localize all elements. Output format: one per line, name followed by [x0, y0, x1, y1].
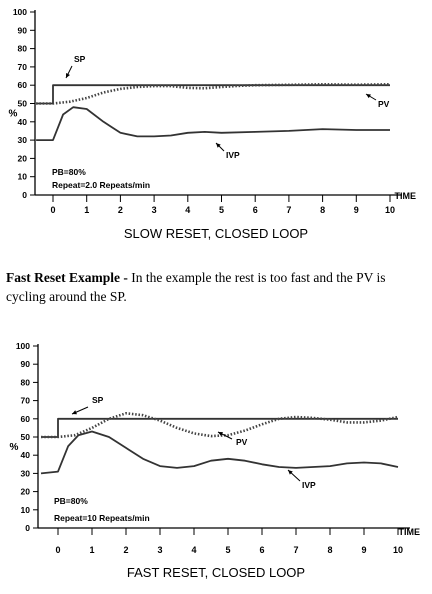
- series-line-ivp: [40, 430, 399, 475]
- repeat-note: Repeat=10 Repeats/min: [54, 513, 150, 523]
- x-tick-label: 9: [361, 545, 366, 555]
- y-tick-label: 50: [21, 432, 31, 442]
- y-tick-label: 70: [21, 396, 31, 406]
- y-tick-label: 40: [21, 450, 31, 460]
- y-tick-label: 10: [18, 172, 28, 182]
- y-tick-label: 20: [18, 153, 28, 163]
- x-tick-label: 3: [157, 545, 162, 555]
- y-tick-label: 30: [18, 135, 28, 145]
- series-line-ivp: [36, 106, 390, 141]
- sp-label-arrowhead: [72, 410, 77, 415]
- sp-label: SP: [92, 395, 104, 405]
- y-tick-label: 80: [21, 377, 31, 387]
- y-tick-label: 0: [25, 523, 30, 533]
- pv-label-arrowhead: [366, 94, 371, 99]
- series-line-sp: [36, 84, 390, 105]
- y-tick-label: 10: [21, 505, 31, 515]
- y-tick-label: 60: [18, 80, 28, 90]
- sp-label: SP: [74, 54, 86, 64]
- y-tick-label: 100: [13, 7, 27, 17]
- pb-note: PB=80%: [52, 167, 86, 177]
- ivp-label: IVP: [302, 480, 316, 490]
- x-tick-label: 7: [286, 205, 291, 215]
- x-tick-label: 1: [84, 205, 89, 215]
- chart-caption: SLOW RESET, CLOSED LOOP: [124, 226, 308, 241]
- pb-note: PB=80%: [54, 496, 88, 506]
- sp-label-arrowhead: [66, 73, 70, 78]
- y-axis-label: %: [9, 109, 18, 120]
- x-tick-label: 8: [327, 545, 332, 555]
- x-tick-label: 4: [185, 205, 190, 215]
- chart-caption: FAST RESET, CLOSED LOOP: [127, 565, 305, 580]
- y-tick-label: 20: [21, 487, 31, 497]
- x-tick-label: 2: [123, 545, 128, 555]
- pv-label-arrowhead: [218, 432, 223, 436]
- series-line-sp: [41, 417, 398, 438]
- x-tick-label: 1: [89, 545, 94, 555]
- ivp-label: IVP: [226, 150, 240, 160]
- ivp-label-arrowhead: [288, 470, 293, 475]
- y-tick-label: 50: [18, 99, 28, 109]
- x-tick-label: 10: [385, 205, 395, 215]
- fast-reset-paragraph: Fast Reset Example - In the example the …: [6, 268, 426, 306]
- x-axis-label: TIME: [399, 527, 421, 537]
- y-tick-label: 80: [18, 44, 28, 54]
- x-tick-label: 6: [253, 205, 258, 215]
- y-tick-label: 90: [21, 359, 31, 369]
- y-tick-label: 40: [18, 117, 28, 127]
- y-tick-label: 100: [16, 341, 30, 351]
- y-tick-label: 30: [21, 468, 31, 478]
- x-axis-label: TIME: [395, 191, 417, 201]
- y-tick-label: 0: [22, 190, 27, 200]
- x-tick-label: 5: [219, 205, 224, 215]
- x-tick-label: 9: [354, 205, 359, 215]
- x-tick-label: 2: [118, 205, 123, 215]
- repeat-note: Repeat=2.0 Repeats/min: [52, 180, 150, 190]
- y-tick-label: 90: [18, 25, 28, 35]
- x-tick-label: 3: [152, 205, 157, 215]
- pv-label: PV: [378, 99, 390, 109]
- x-tick-label: 4: [191, 545, 196, 555]
- x-tick-label: 8: [320, 205, 325, 215]
- y-axis-label: %: [10, 442, 19, 453]
- ivp-label-arrowhead: [216, 143, 221, 148]
- fast-reset-lead: Fast Reset Example -: [6, 270, 128, 285]
- slow-reset-chart: 0 10 20 30 40 50 60 70 80 90 100 0 1 2 3 4 5 6 7 8 9 10% TIME S…: [9, 7, 417, 241]
- pv-label: PV: [236, 437, 248, 447]
- x-tick-label: 6: [259, 545, 264, 555]
- series-line-pv: [36, 83, 391, 105]
- x-tick-label: 7: [293, 545, 298, 555]
- x-tick-label: 10: [393, 545, 403, 555]
- y-tick-label: 70: [18, 62, 28, 72]
- y-tick-label: 60: [21, 414, 31, 424]
- x-tick-label: 0: [55, 545, 60, 555]
- x-tick-label: 5: [225, 545, 230, 555]
- fast-reset-text: In the example the rest is too fast and …: [6, 270, 386, 304]
- x-tick-label: 0: [50, 205, 55, 215]
- fast-reset-chart: 0 10 20 30 40 50 60 70 80 90 100 0 1 2 3 4 5 6 7 8 9 10% TIME F…: [10, 341, 421, 580]
